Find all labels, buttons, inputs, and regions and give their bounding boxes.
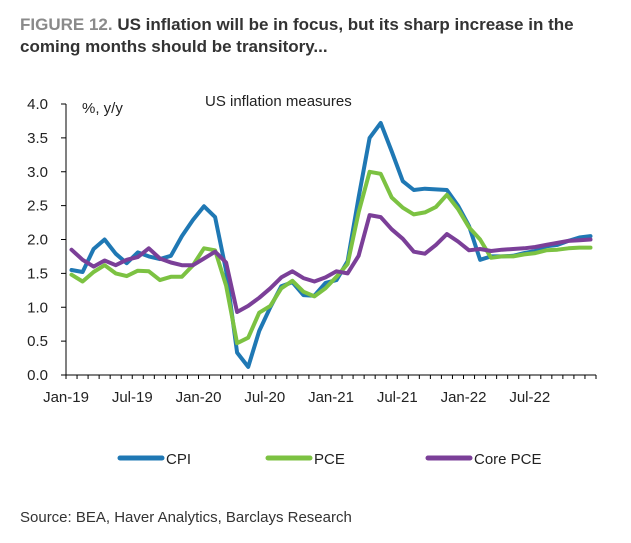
x-tick-label: Jul-21 [377,389,418,406]
y-tick-label: 4.0 [27,96,48,113]
series-line-core-pce [69,213,593,314]
y-tick-label: 0.0 [27,367,48,384]
y-tick-label: 0.5 [27,333,48,350]
y-tick-label: 1.0 [27,299,48,316]
y-tick-label: 3.5 [27,130,48,147]
x-tick-label: Jul-19 [112,389,153,406]
y-tick-label: 3.0 [27,164,48,181]
x-tick-label: Jul-22 [509,389,550,406]
x-tick-label: Jan-20 [176,389,222,406]
chart-legend: CPI PCE Core PCE [117,451,542,468]
legend-label-core-pce: Core PCE [474,451,542,468]
y-tick-label: 2.0 [27,232,48,249]
inflation-chart: US inflation measures %, y/y 0.0 0.5 1.0 1.… [27,93,597,468]
source-note: Source: BEA, Haver Analytics, Barclays R… [20,509,352,526]
figure-title-text: US inflation will be in focus, but its s… [20,15,574,56]
figure-title: FIGURE 12. US inflation will be in focus… [20,14,620,58]
x-tick-label: Jan-19 [43,389,89,406]
y-tick-label: 2.5 [27,198,48,215]
x-tick-label: Jul-20 [244,389,285,406]
legend-label-pce: PCE [314,451,345,468]
series-line-cpi [69,121,593,369]
series-line-pce [69,169,593,346]
chart-title: US inflation measures [205,93,352,110]
legend-label-cpi: CPI [166,451,191,468]
unit-label: %, y/y [82,100,123,117]
x-tick-label: Jan-21 [308,389,354,406]
figure-label: FIGURE 12. [20,15,113,34]
y-tick-label: 1.5 [27,265,48,282]
chart-axes: 0.0 0.5 1.0 1.5 2.0 2.5 3.0 3.5 4.0 Jan-19 Jul-19 J… [27,96,597,406]
chart-series-lines [69,121,593,369]
x-tick-label: Jan-22 [441,389,487,406]
